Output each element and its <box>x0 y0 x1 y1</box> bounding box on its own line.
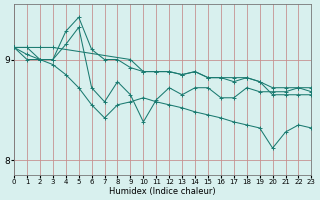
X-axis label: Humidex (Indice chaleur): Humidex (Indice chaleur) <box>109 187 216 196</box>
